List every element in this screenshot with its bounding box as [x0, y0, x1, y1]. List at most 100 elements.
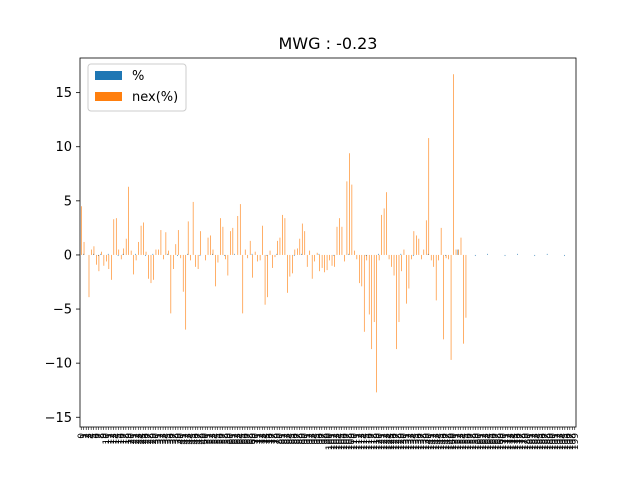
x-tick-label: 61 — [229, 433, 239, 444]
bar-pct — [93, 253, 94, 255]
x-tick-label: 106 — [340, 433, 350, 450]
x-tick-label: 188 — [543, 433, 553, 450]
x-tick-label: 55 — [214, 433, 224, 444]
bar-nex-pct — [257, 254, 258, 262]
x-tick-label: 13 — [109, 433, 119, 444]
x-tick-label: 126 — [390, 433, 400, 450]
x-tick-label: 98 — [320, 433, 330, 445]
x-tick-label: 54 — [211, 433, 221, 445]
bar-nex-pct — [247, 254, 249, 259]
x-tick-label: 87 — [293, 433, 303, 444]
x-tick-label: 179 — [521, 433, 531, 450]
bar-nex-pct — [351, 184, 353, 255]
bar-nex-pct — [334, 254, 335, 267]
bar-pct — [187, 253, 188, 255]
x-tick-label: 131 — [402, 433, 412, 450]
legend-swatch — [95, 92, 122, 101]
x-tick-label: 183 — [531, 433, 541, 450]
x-tick-label: 192 — [553, 433, 563, 450]
x-tick-label: 198 — [568, 433, 578, 450]
bar-nex-pct — [106, 254, 107, 262]
bar-nex-pct — [321, 254, 323, 268]
bar-pct — [177, 254, 178, 257]
bar-pct — [117, 254, 119, 257]
bar-pct — [318, 253, 320, 255]
bar-nex-pct — [398, 254, 400, 323]
x-tick-label: 12 — [107, 433, 117, 444]
bar-nex-pct — [130, 250, 132, 255]
bar-pct — [234, 253, 235, 255]
bar-nex-pct — [138, 241, 139, 255]
bar-pct — [400, 253, 402, 255]
x-tick-label: 189 — [546, 433, 556, 450]
x-tick-label: 140 — [424, 433, 434, 450]
x-tick-label: 79 — [273, 433, 283, 445]
x-tick-label: 56 — [216, 433, 226, 445]
bar-nex-pct — [264, 254, 266, 305]
bar-nex-pct — [192, 201, 194, 255]
bar-nex-pct — [428, 138, 430, 255]
bar-nex-pct — [118, 249, 120, 255]
x-tick-label: 118 — [370, 433, 380, 450]
x-tick-label: 148 — [444, 433, 454, 450]
bar-nex-pct — [222, 226, 224, 255]
bar-nex-pct — [254, 251, 256, 255]
x-tick-label: 86 — [291, 433, 301, 445]
bar-nex-pct — [376, 254, 377, 393]
bar-pct — [487, 253, 488, 255]
x-tick-label: 96 — [315, 433, 325, 445]
x-tick-label: 177 — [516, 433, 526, 450]
bar-pct — [445, 254, 446, 257]
x-tick-label: 38 — [171, 433, 181, 445]
x-tick-label: 89 — [298, 433, 308, 445]
x-tick-label: 137 — [417, 433, 427, 450]
x-tick-label: 10 — [102, 433, 112, 445]
bar-nex-pct — [143, 222, 144, 255]
bar-nex-pct — [319, 254, 320, 272]
x-tick-label: 175 — [511, 433, 521, 450]
x-tick-label: 141 — [427, 433, 437, 450]
x-tick-label: 33 — [159, 433, 169, 444]
x-tick-label: 68 — [246, 433, 256, 445]
bar-pct — [534, 254, 536, 257]
bar-nex-pct — [185, 254, 187, 330]
x-tick-label: 124 — [385, 433, 395, 450]
x-tick-label: 127 — [392, 433, 402, 450]
x-tick-label: 157 — [467, 433, 477, 450]
x-tick-label: 146 — [439, 433, 449, 450]
bar-nex-pct — [81, 206, 82, 255]
x-tick-label: 45 — [189, 433, 199, 444]
x-tick-label: 32 — [157, 433, 167, 444]
bar-pct — [145, 254, 146, 257]
bar-nex-pct — [433, 254, 435, 267]
bar-nex-pct — [465, 254, 467, 318]
bar-nex-pct — [393, 254, 395, 276]
bar-nex-pct — [450, 254, 452, 360]
x-tick-label: 190 — [548, 433, 558, 450]
x-tick-label: 47 — [194, 433, 204, 444]
bar-nex-pct — [336, 226, 338, 255]
bar-nex-pct — [297, 248, 298, 255]
x-tick-label: 21 — [129, 433, 139, 444]
bar-nex-pct — [396, 254, 397, 350]
x-tick-label: 17 — [119, 433, 129, 444]
bar-nex-pct — [329, 254, 330, 261]
x-tick-label: 169 — [496, 433, 506, 450]
bar-nex-pct — [339, 218, 340, 255]
bar-nex-pct — [98, 254, 100, 272]
x-tick-label: 81 — [278, 433, 288, 444]
bar-pct — [251, 253, 253, 255]
bar-pct — [122, 253, 124, 255]
bar-nex-pct — [93, 246, 95, 255]
x-tick-label: 57 — [219, 433, 229, 444]
bar-nex-pct — [190, 254, 191, 261]
bar-nex-pct — [267, 254, 268, 298]
y-tick-label: 10 — [55, 140, 72, 155]
x-tick-label: 62 — [231, 433, 241, 444]
x-tick-label: 128 — [395, 433, 405, 450]
bar-nex-pct — [259, 254, 261, 261]
x-tick-label: 117 — [367, 433, 377, 450]
bar-nex-pct — [331, 254, 333, 266]
bar-nex-pct — [356, 254, 358, 260]
